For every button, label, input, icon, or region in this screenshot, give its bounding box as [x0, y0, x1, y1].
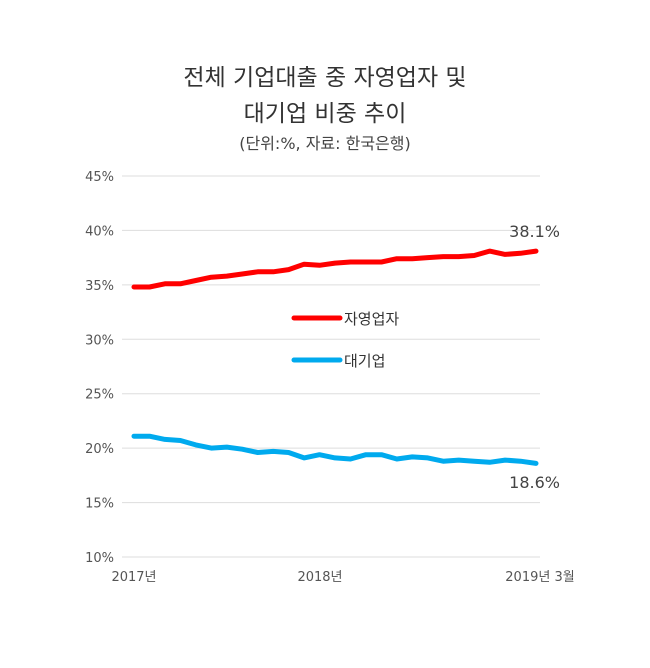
y-tick-label: 25%: [85, 388, 114, 403]
legend-label: 대기업: [344, 352, 385, 370]
y-tick-label: 35%: [85, 279, 114, 294]
y-tick-label: 20%: [85, 442, 114, 457]
chart-title-line2: 대기업 비중 추이: [243, 101, 407, 127]
series-lines: [131, 248, 539, 466]
y-tick-label: 15%: [85, 497, 114, 512]
x-tick-label: 2017년: [111, 570, 156, 585]
series-line-대기업: [131, 433, 539, 466]
series-line-자영업자: [131, 248, 539, 290]
y-axis: 45% 40% 35% 30% 25% 20% 15% 10%: [85, 170, 114, 566]
data-labels: 38.1% 18.6%: [509, 222, 560, 492]
x-tick-label: 2018년: [297, 570, 342, 585]
chart-title-line1: 전체 기업대출 중 자영업자 및: [183, 65, 467, 91]
y-tick-label: 30%: [85, 333, 114, 348]
y-tick-label: 10%: [85, 551, 114, 566]
y-tick-label: 45%: [85, 170, 114, 185]
x-tick-label: 2019년 3월: [505, 570, 574, 585]
end-label-series-2: 18.6%: [509, 473, 560, 492]
chart-subtitle: (단위:%, 자료: 한국은행): [239, 134, 411, 153]
legend-label: 자영업자: [344, 310, 399, 328]
gridlines: [122, 175, 540, 558]
x-axis: 2017년 2018년 2019년 3월: [111, 570, 574, 585]
y-tick-label: 40%: [85, 224, 114, 239]
end-label-series-1: 38.1%: [509, 222, 560, 241]
